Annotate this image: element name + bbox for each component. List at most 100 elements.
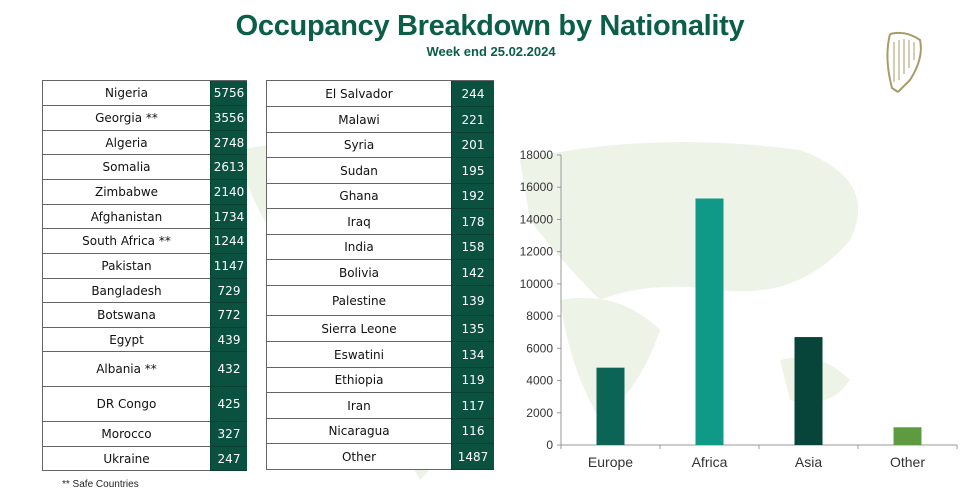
table-row: Eswatini 134 <box>266 342 494 368</box>
x-tick-label: Africa <box>692 454 728 470</box>
occupancy-count: 244 <box>451 81 494 107</box>
country-name: Nigeria <box>42 81 210 105</box>
table-row: Albania ** 432 <box>42 352 247 387</box>
occupancy-count: 1487 <box>451 444 494 470</box>
country-name: Zimbabwe <box>42 180 210 204</box>
page-title: Occupancy Breakdown by Nationality <box>235 10 745 42</box>
table-row: Zimbabwe 2140 <box>42 180 247 205</box>
occupancy-count: 116 <box>451 419 494 444</box>
occupancy-count: 1147 <box>210 254 247 279</box>
country-name: Bangladesh <box>42 279 210 302</box>
table-row: DR Congo 425 <box>42 387 247 422</box>
table-row: Somalia 2613 <box>42 155 247 180</box>
occupancy-count: 425 <box>210 387 247 422</box>
table-row: Ghana 192 <box>266 184 494 209</box>
table-row: Bolivia 142 <box>266 260 494 286</box>
country-name: Afghanistan <box>42 205 210 228</box>
country-name: DR Congo <box>42 387 210 421</box>
country-name: South Africa ** <box>42 229 210 253</box>
country-name: Bolivia <box>266 260 451 285</box>
occupancy-count: 1244 <box>210 229 247 254</box>
occupancy-count: 432 <box>210 352 247 387</box>
x-tick-label: Other <box>890 454 925 470</box>
occupancy-count: 772 <box>210 303 247 328</box>
table-row: South Africa ** 1244 <box>42 229 247 254</box>
footnote: ** Safe Countries <box>62 479 139 490</box>
table-row: Pakistan 1147 <box>42 254 247 279</box>
occupancy-count: 119 <box>451 368 494 393</box>
country-name: Morocco <box>42 422 210 446</box>
occupancy-count: 327 <box>210 422 247 447</box>
y-tick-label: 4000 <box>526 374 553 388</box>
occupancy-count: 134 <box>451 342 494 368</box>
occupancy-count: 195 <box>451 158 494 184</box>
table-row: Bangladesh 729 <box>42 279 247 303</box>
x-tick-label: Asia <box>795 454 822 470</box>
occupancy-count: 247 <box>210 447 247 471</box>
occupancy-count: 5756 <box>210 81 247 106</box>
table-row: Georgia ** 3556 <box>42 106 247 131</box>
y-tick-label: 16000 <box>520 180 554 194</box>
country-name: Egypt <box>42 328 210 351</box>
bar-africa <box>695 198 724 445</box>
country-name: Ghana <box>266 184 451 208</box>
page-subtitle: Week end 25.02.2024 <box>426 44 556 59</box>
occupancy-count: 201 <box>451 133 494 158</box>
nationality-table-left: Nigeria 5756 Georgia ** 3556 Algeria 2748 Soma… <box>42 80 247 471</box>
table-row: Iran 117 <box>266 393 494 419</box>
occupancy-count: 117 <box>451 393 494 419</box>
table-row: Algeria 2748 <box>42 131 247 155</box>
table-row: Nicaragua 116 <box>266 419 494 444</box>
table-row: Afghanistan 1734 <box>42 205 247 229</box>
occupancy-count: 2613 <box>210 155 247 180</box>
y-tick-label: 14000 <box>520 212 554 226</box>
country-name: Syria <box>266 133 451 157</box>
occupancy-count: 139 <box>451 286 494 316</box>
country-name: Somalia <box>42 155 210 179</box>
y-tick-label: 18000 <box>520 148 554 162</box>
table-row: Other 1487 <box>266 444 494 470</box>
country-name: Pakistan <box>42 254 210 278</box>
table-row: India 158 <box>266 235 494 260</box>
country-name: Botswana <box>42 303 210 327</box>
country-name: Iran <box>266 393 451 418</box>
y-tick-label: 12000 <box>520 245 554 259</box>
occupancy-count: 178 <box>451 209 494 235</box>
y-tick-label: 0 <box>546 438 553 452</box>
table-row: Sudan 195 <box>266 158 494 184</box>
table-row: Ethiopia 119 <box>266 368 494 393</box>
table-row: Morocco 327 <box>42 422 247 447</box>
occupancy-count: 1734 <box>210 205 247 229</box>
country-name: Albania ** <box>42 352 210 386</box>
nationality-table-right: El Salvador 244 Malawi 221 Syria 201 Sudan 195 G… <box>266 80 494 470</box>
occupancy-count: 142 <box>451 260 494 286</box>
country-name: Nicaragua <box>266 419 451 443</box>
occupancy-count: 192 <box>451 184 494 209</box>
country-name: Georgia ** <box>42 106 210 130</box>
table-row: El Salvador 244 <box>266 81 494 107</box>
harp-icon <box>886 31 922 93</box>
country-name: Ethiopia <box>266 368 451 392</box>
y-tick-label: 8000 <box>526 309 553 323</box>
country-name: Malawi <box>266 107 451 132</box>
y-tick-label: 10000 <box>520 277 554 291</box>
country-name: Palestine <box>266 286 451 315</box>
occupancy-count: 2748 <box>210 131 247 155</box>
x-tick-label: Europe <box>588 454 633 470</box>
country-name: India <box>266 235 451 259</box>
occupancy-count: 3556 <box>210 106 247 131</box>
occupancy-count: 729 <box>210 279 247 303</box>
bar-other <box>893 427 922 445</box>
country-name: Sudan <box>266 158 451 183</box>
country-name: Eswatini <box>266 342 451 367</box>
table-row: Iraq 178 <box>266 209 494 235</box>
country-name: Other <box>266 444 451 469</box>
table-row: Nigeria 5756 <box>42 81 247 106</box>
occupancy-count: 135 <box>451 316 494 342</box>
table-row: Malawi 221 <box>266 107 494 133</box>
table-row: Ukraine 247 <box>42 447 247 471</box>
bar-europe <box>596 367 625 445</box>
table-row: Palestine 139 <box>266 286 494 316</box>
table-row: Syria 201 <box>266 133 494 158</box>
